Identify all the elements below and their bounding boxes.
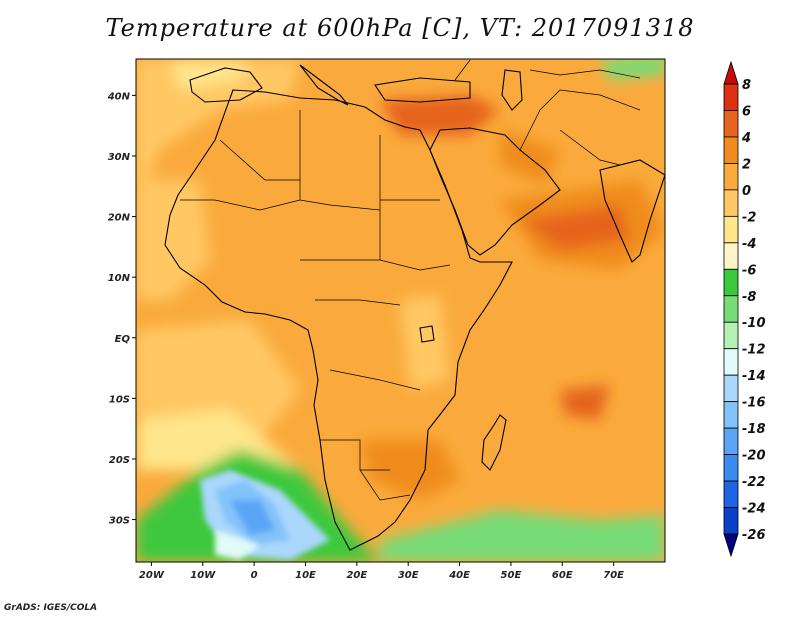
colorbar-label: 4: [741, 131, 751, 146]
colorbar-label: -2: [742, 210, 756, 225]
colorbar-label: 0: [742, 184, 751, 199]
lon-tick-label: 20W: [139, 570, 165, 581]
plot-frame: [135, 58, 666, 563]
field-warm-indian-ocean: [560, 385, 610, 420]
lon-tick-label: 50E: [501, 570, 522, 581]
field-cool-west-africa-coast: [136, 180, 210, 300]
colorbar-label: -20: [742, 449, 766, 464]
colorbar-segment: [723, 348, 739, 376]
colorbar-segment: [723, 189, 739, 217]
field-hot-arabian-sea: [520, 205, 630, 250]
colorbar-label: -24: [742, 502, 766, 517]
colorbar-label: -8: [742, 290, 756, 305]
colorbar: 8 6 4 2 0 -2 -4 -6 -8 -10 -12 -14 -16 -18 -20 -22 -24 -26: [723, 60, 766, 558]
lat-tick-label: 10N: [108, 273, 131, 284]
field-cold-core: [230, 500, 275, 535]
colorbar-segment: [723, 401, 739, 429]
italy-coastline: [299, 64, 349, 106]
lat-tick-label: EQ: [115, 334, 131, 345]
colorbar-segment: [723, 83, 739, 111]
africa-coastline: [164, 89, 513, 551]
temperature-field: [136, 59, 665, 562]
colorbar-label: -6: [742, 263, 756, 278]
lon-tick-label: 10E: [295, 570, 316, 581]
caspian-coastline: [501, 69, 523, 111]
coastlines: [164, 64, 665, 551]
colorbar-label: -22: [742, 475, 766, 490]
colorbar-top-triangle: [723, 60, 739, 85]
lat-tick-label: 30S: [109, 516, 130, 527]
field-cold-central-asia: [600, 59, 665, 80]
colorbar-label: -16: [742, 396, 766, 411]
colorbar-segment: [723, 507, 739, 535]
field-cold-pale: [215, 530, 260, 560]
lat-tick-label: 10S: [109, 394, 130, 405]
colorbar-bottom-triangle: [723, 533, 739, 558]
colorbar-segment: [723, 427, 739, 455]
lat-tick-label: 30N: [108, 152, 131, 163]
field-warm-levant: [380, 95, 500, 135]
field-cool-tropical-atlantic: [136, 320, 300, 440]
colorbar-label: 8: [742, 78, 751, 93]
field-warm-southern-africa: [360, 440, 460, 500]
turkey-coastline: [374, 77, 471, 103]
field-cold-southern-ocean: [380, 510, 665, 562]
field-cool-east-african-highlands: [400, 295, 450, 390]
lon-tick-label: 60E: [552, 570, 573, 581]
colorbar-label: -10: [742, 316, 766, 331]
field-cooler-south-atlantic: [136, 410, 300, 470]
colorbar-segment: [723, 215, 739, 244]
colorbar-label: 2: [742, 157, 751, 172]
colorbar-segment: [723, 454, 739, 482]
colorbar-segment: [723, 136, 739, 164]
madagascar-coastline: [481, 414, 507, 471]
colorbar-segment: [723, 374, 739, 403]
colorbar-label: 6: [742, 104, 751, 119]
iberia-coastline: [189, 67, 263, 103]
lon-tick-label: 10W: [190, 570, 216, 581]
colorbar-segment: [723, 268, 739, 297]
lake-victoria: [419, 325, 435, 343]
colorbar-segment: [723, 110, 739, 138]
lon-tick-label: 20E: [346, 570, 367, 581]
lat-tick-label: 20S: [109, 455, 130, 466]
lat-tick-label: 40N: [107, 91, 131, 102]
lat-tick-label: 20N: [108, 213, 131, 224]
longitude-axis: 20W 10W 0 10E 20E 30E 40E 50E 60E 70E: [139, 562, 624, 581]
colorbar-segment: [723, 480, 739, 508]
map-title: Temperature at 600hPa [C], VT: 201709131…: [105, 14, 695, 42]
india-coastline: [599, 159, 665, 263]
colorbar-label: -12: [742, 343, 766, 358]
field-cool-north-atlantic: [136, 59, 300, 240]
colorbar-label: -18: [742, 422, 766, 437]
colorbar-segment: [723, 295, 739, 323]
lon-tick-label: 0: [251, 570, 258, 581]
credit-text: GrADS: IGES/COLA: [4, 603, 98, 613]
arabia-coastline: [429, 127, 561, 256]
colorbar-segment: [723, 163, 739, 191]
colorbar-label: -14: [742, 369, 766, 384]
colorbar-label: -4: [742, 237, 756, 252]
colorbar-segment: [723, 321, 739, 350]
lon-tick-label: 30E: [398, 570, 419, 581]
lon-tick-label: 40E: [448, 570, 470, 581]
country-borders: [180, 59, 641, 501]
colorbar-label: -26: [742, 528, 766, 543]
colorbar-segment: [723, 242, 739, 270]
lon-tick-label: 70E: [603, 570, 624, 581]
latitude-axis: 40N 30N 20N 10N EQ 10S 20S 30S: [107, 91, 136, 527]
